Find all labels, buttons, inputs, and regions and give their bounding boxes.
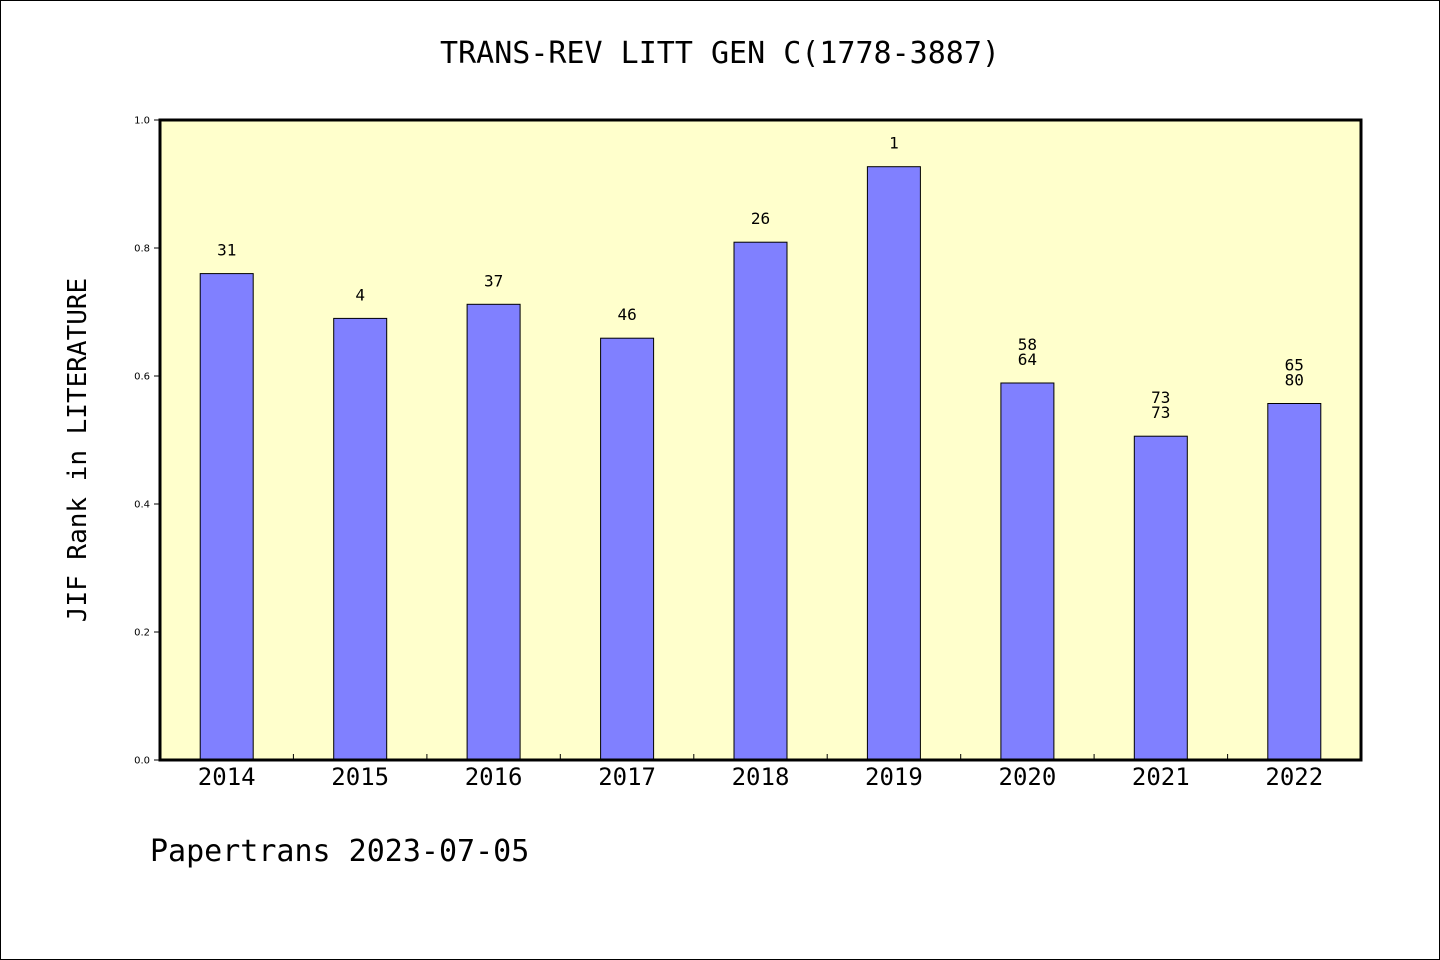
bar-label-2020-1: 58 [1018, 335, 1037, 354]
y-tick-label: 0.0 [134, 756, 150, 767]
bar-2014 [199, 273, 254, 761]
bar-2017 [600, 337, 655, 761]
x-tick-label-2022: 2022 [1265, 763, 1323, 791]
y-tick-label: 0.2 [134, 628, 150, 639]
x-tick-label-2020: 2020 [999, 763, 1057, 791]
bar-label-2022-2: 80 [1285, 371, 1304, 390]
plot-border [158, 118, 1363, 762]
bar-2018 [733, 241, 788, 761]
bar-2016 [466, 303, 521, 761]
bar-2022 [1267, 403, 1322, 761]
x-tick-label-2014: 2014 [198, 763, 256, 791]
x-tick-label-2017: 2017 [598, 763, 656, 791]
x-axis: 2014 2015 2016 2017 2018 2019 2020 2021 2022 [198, 754, 1323, 791]
x-tick-label-2018: 2018 [732, 763, 790, 791]
x-tick-label-2019: 2019 [865, 763, 923, 791]
bar-2019 [866, 166, 921, 761]
y-tick-label: 0.8 [134, 244, 150, 255]
y-tick-label: 1.0 [134, 116, 150, 127]
bar-label-2017: 46 [617, 305, 636, 324]
bar-label-2020-2: 64 [1018, 350, 1037, 369]
bar-label-2018: 26 [751, 209, 770, 228]
bar-label-2015: 4 [355, 285, 365, 304]
y-tick-label: 0.4 [134, 500, 150, 511]
chart-title: TRANS-REV LITT GEN C(1778-3887) [440, 36, 1000, 71]
y-axis: 0.0 0.2 0.4 0.6 0.8 1.0 [134, 116, 160, 767]
bar-label-2021-2: 73 [1151, 403, 1170, 422]
bars-group [199, 166, 1322, 761]
x-tick-label-2015: 2015 [331, 763, 389, 791]
footer-credit: Papertrans 2023-07-05 [150, 834, 530, 869]
bar-label-2021-1: 73 [1151, 388, 1170, 407]
bar-label-2019: 1 [889, 134, 899, 153]
bar-label-2016: 37 [484, 271, 503, 290]
bar-2015 [333, 317, 388, 761]
bar-2021 [1133, 435, 1188, 761]
x-tick-label-2021: 2021 [1132, 763, 1190, 791]
bar-label-2022-1: 65 [1285, 356, 1304, 375]
bar-label-2014: 31 [217, 241, 236, 260]
y-tick-label: 0.6 [134, 372, 150, 383]
x-tick-label-2016: 2016 [465, 763, 523, 791]
bar-2020 [1000, 382, 1055, 761]
